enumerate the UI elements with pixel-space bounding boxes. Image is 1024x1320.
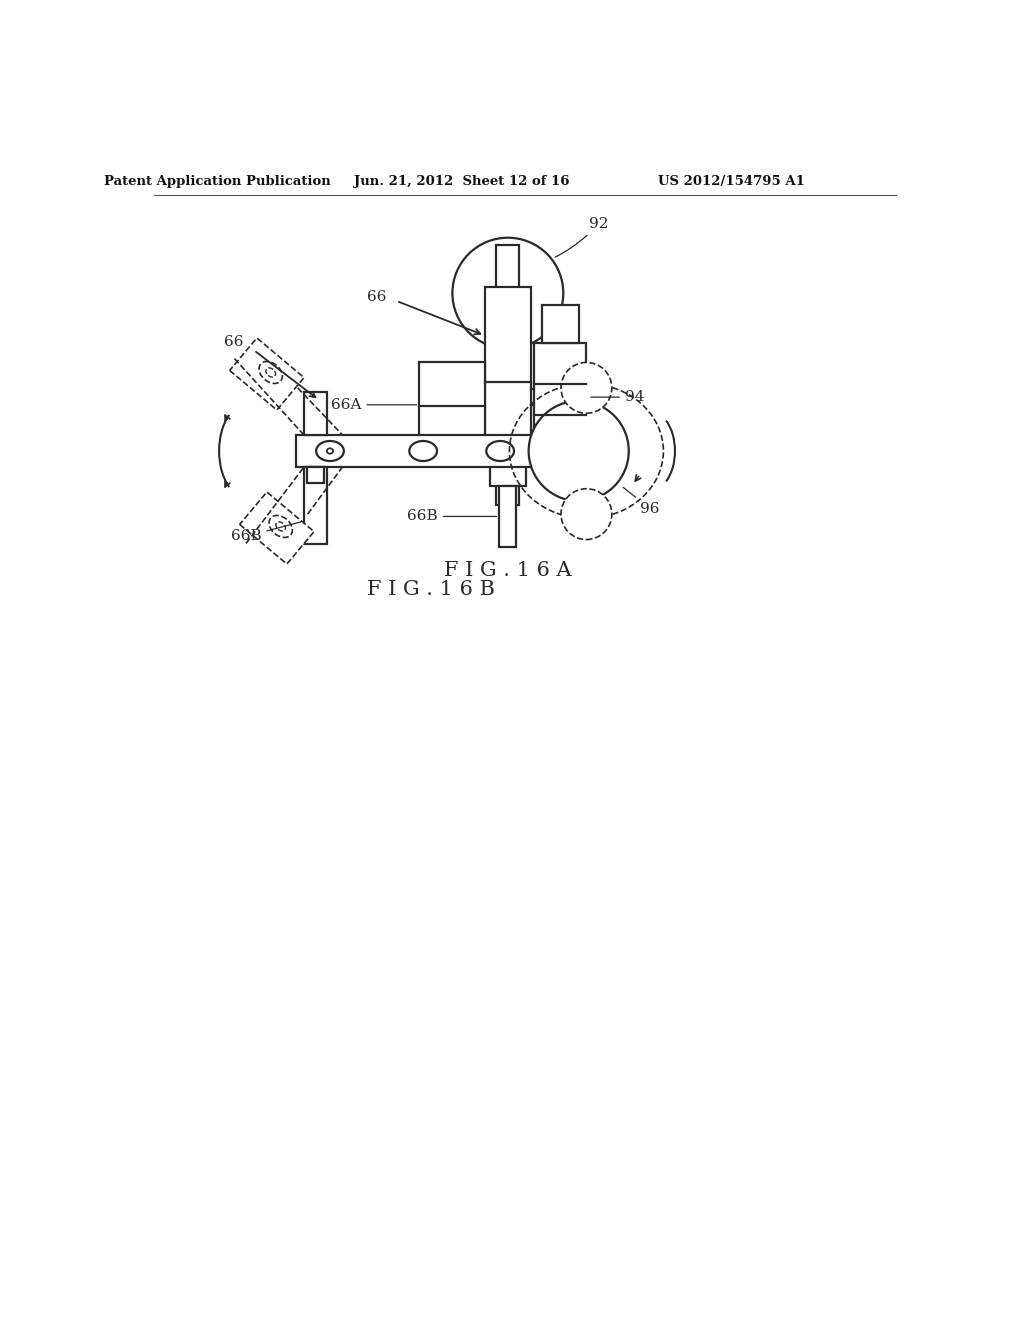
Text: Patent Application Publication: Patent Application Publication	[104, 176, 331, 187]
Ellipse shape	[410, 441, 437, 461]
Text: F I G . 1 6 A: F I G . 1 6 A	[444, 561, 571, 579]
Text: 66: 66	[224, 335, 244, 350]
Bar	[500, 486, 516, 548]
Bar	[484, 286, 531, 466]
Bar	[307, 467, 324, 483]
Circle shape	[561, 488, 611, 540]
Bar	[419, 363, 484, 447]
Circle shape	[528, 401, 629, 502]
Bar	[296, 434, 535, 467]
Bar	[542, 305, 579, 343]
Bar	[304, 392, 327, 434]
Ellipse shape	[327, 449, 333, 454]
Ellipse shape	[316, 441, 344, 461]
Polygon shape	[229, 338, 304, 411]
Text: 66B: 66B	[230, 521, 301, 544]
Bar	[490, 466, 525, 486]
Text: 96: 96	[624, 487, 659, 516]
Text: 92: 92	[555, 216, 608, 257]
Text: Jun. 21, 2012  Sheet 12 of 16: Jun. 21, 2012 Sheet 12 of 16	[354, 176, 569, 187]
Ellipse shape	[486, 441, 514, 461]
Polygon shape	[240, 492, 314, 564]
Text: 66B: 66B	[408, 510, 497, 524]
Text: 94: 94	[591, 391, 644, 404]
Circle shape	[561, 363, 611, 413]
Bar	[304, 467, 327, 544]
Text: F I G . 1 6 B: F I G . 1 6 B	[367, 579, 495, 599]
Text: 66: 66	[367, 290, 386, 304]
Text: US 2012/154795 A1: US 2012/154795 A1	[657, 176, 805, 187]
Circle shape	[453, 238, 563, 348]
Bar	[497, 246, 519, 506]
Text: 66A: 66A	[331, 397, 417, 412]
Bar	[535, 343, 587, 451]
